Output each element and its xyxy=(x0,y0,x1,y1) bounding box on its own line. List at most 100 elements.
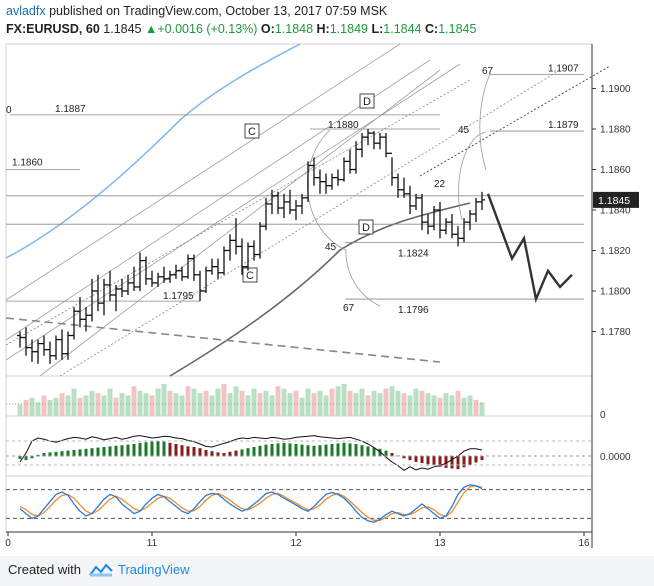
ohlc-bar xyxy=(251,240,257,261)
panel-frame xyxy=(5,43,593,377)
tradingview-logo-icon xyxy=(89,563,113,577)
ohlc-bar xyxy=(359,133,365,158)
volume-bar xyxy=(329,388,335,416)
macd-histogram-bar xyxy=(408,456,412,461)
macd-histogram-bar xyxy=(246,448,250,457)
volume-bar xyxy=(263,390,269,416)
volume-bar xyxy=(101,395,107,416)
volume-bar xyxy=(155,388,161,416)
low-value: 1.1844 xyxy=(383,22,422,36)
ohlc-bar xyxy=(401,177,407,198)
fib-percent-label: 67 xyxy=(482,66,494,77)
channel-line xyxy=(39,69,441,377)
macd-histogram-bar xyxy=(354,444,358,457)
ohlc-bar xyxy=(233,218,239,255)
macd-histogram-bar xyxy=(258,445,262,457)
panel-frame xyxy=(5,475,593,533)
macd-histogram-bar xyxy=(138,442,142,457)
ohlc-bar xyxy=(239,238,245,275)
macd-histogram-bar xyxy=(282,442,286,457)
price-tick-label: 1.1860 xyxy=(600,165,631,176)
tradingview-brand[interactable]: TradingView xyxy=(118,562,190,577)
ohlc-bar xyxy=(317,169,323,194)
chart-canvas[interactable]: 1.1900 1.1880 1.1860 1.1840 1.1820 1.1800 1.17… xyxy=(0,0,654,556)
volume-bar xyxy=(335,386,341,416)
close-label: C: xyxy=(424,22,439,36)
volume-bar xyxy=(287,393,293,416)
volume-bar xyxy=(443,393,449,416)
macd-histogram-bar xyxy=(474,456,478,463)
volume-bar xyxy=(119,393,125,416)
ohlc-bar xyxy=(227,234,233,261)
macd-histogram-bar xyxy=(318,445,322,457)
channel-line xyxy=(5,43,401,301)
volume-bar xyxy=(173,393,179,416)
volume-bar xyxy=(323,395,329,416)
macd-histogram-bar xyxy=(438,456,442,467)
pattern-label: D xyxy=(363,96,371,108)
ohlc-bar xyxy=(311,157,317,186)
pattern-label: C xyxy=(246,270,254,282)
volume-bar xyxy=(293,390,299,416)
volume-bar xyxy=(359,388,365,416)
macd-histogram-bar xyxy=(480,456,484,461)
volume-bar xyxy=(239,390,245,416)
fib-arc xyxy=(479,73,491,171)
channel-line xyxy=(5,63,461,361)
high-value: 1.1849 xyxy=(329,22,368,36)
ohlc-bar xyxy=(83,307,89,332)
fib-level-label: 1.1824 xyxy=(398,248,429,259)
macd-histogram-bar xyxy=(426,456,430,465)
ohlc-bar xyxy=(395,173,401,198)
ohlc-bar xyxy=(101,278,107,316)
volume-bar xyxy=(107,388,113,416)
volume-bar xyxy=(245,395,251,416)
price-tick-label: 1.1900 xyxy=(600,84,631,95)
volume-bar xyxy=(41,395,47,416)
ohlc-bar xyxy=(281,193,287,219)
macd-histogram-bar xyxy=(270,444,274,457)
macd-histogram-bar xyxy=(312,445,316,457)
macd-histogram-bar xyxy=(444,456,448,468)
ohlc-bar xyxy=(263,197,269,231)
volume-bar xyxy=(317,390,323,416)
ohlc-bar xyxy=(335,169,341,186)
volume-bar xyxy=(377,393,383,416)
volume-bar xyxy=(269,395,275,416)
ohlc-bar xyxy=(137,252,143,291)
macd-histogram-bar xyxy=(288,443,292,457)
author-name[interactable]: avladfx xyxy=(6,4,46,18)
symbol-label: FX:EURUSD, 60 xyxy=(6,22,100,36)
volume-bar xyxy=(371,390,377,416)
macd-histogram-bar xyxy=(192,447,196,457)
ohlc-bar xyxy=(191,254,197,281)
fib-percent-label: 0 xyxy=(6,105,12,116)
ohlc-bar xyxy=(113,284,119,312)
time-tick-label: 11 xyxy=(147,538,158,549)
macd-histogram-bar xyxy=(108,446,112,457)
macd-histogram-bar xyxy=(186,446,190,457)
ohlc-bar xyxy=(53,335,59,360)
macd-histogram-bar xyxy=(162,441,166,457)
channel-lines xyxy=(5,43,561,377)
ohlc-bar xyxy=(197,270,203,302)
channel-dotted-line xyxy=(59,69,561,377)
fib-arc xyxy=(345,249,381,307)
open-label: O: xyxy=(260,22,275,36)
volume-bar xyxy=(353,393,359,416)
macd-histogram-bar xyxy=(294,444,298,457)
ohlc-bar xyxy=(203,266,209,293)
blue-moving-average xyxy=(5,43,301,259)
ohlc-bar xyxy=(161,266,167,283)
volume-bar xyxy=(47,400,53,416)
macd-histogram-bar xyxy=(78,449,82,457)
macd-histogram-bar xyxy=(264,444,268,457)
macd-histogram-bar xyxy=(132,444,136,457)
macd-histogram-bar xyxy=(276,443,280,457)
ohlc-bar xyxy=(437,201,443,239)
macd-histogram-bar xyxy=(240,449,244,457)
volume-bar xyxy=(281,388,287,416)
volume-bar xyxy=(221,384,227,416)
macd-histogram-bar xyxy=(228,451,232,457)
ohlc-bar xyxy=(461,218,467,243)
